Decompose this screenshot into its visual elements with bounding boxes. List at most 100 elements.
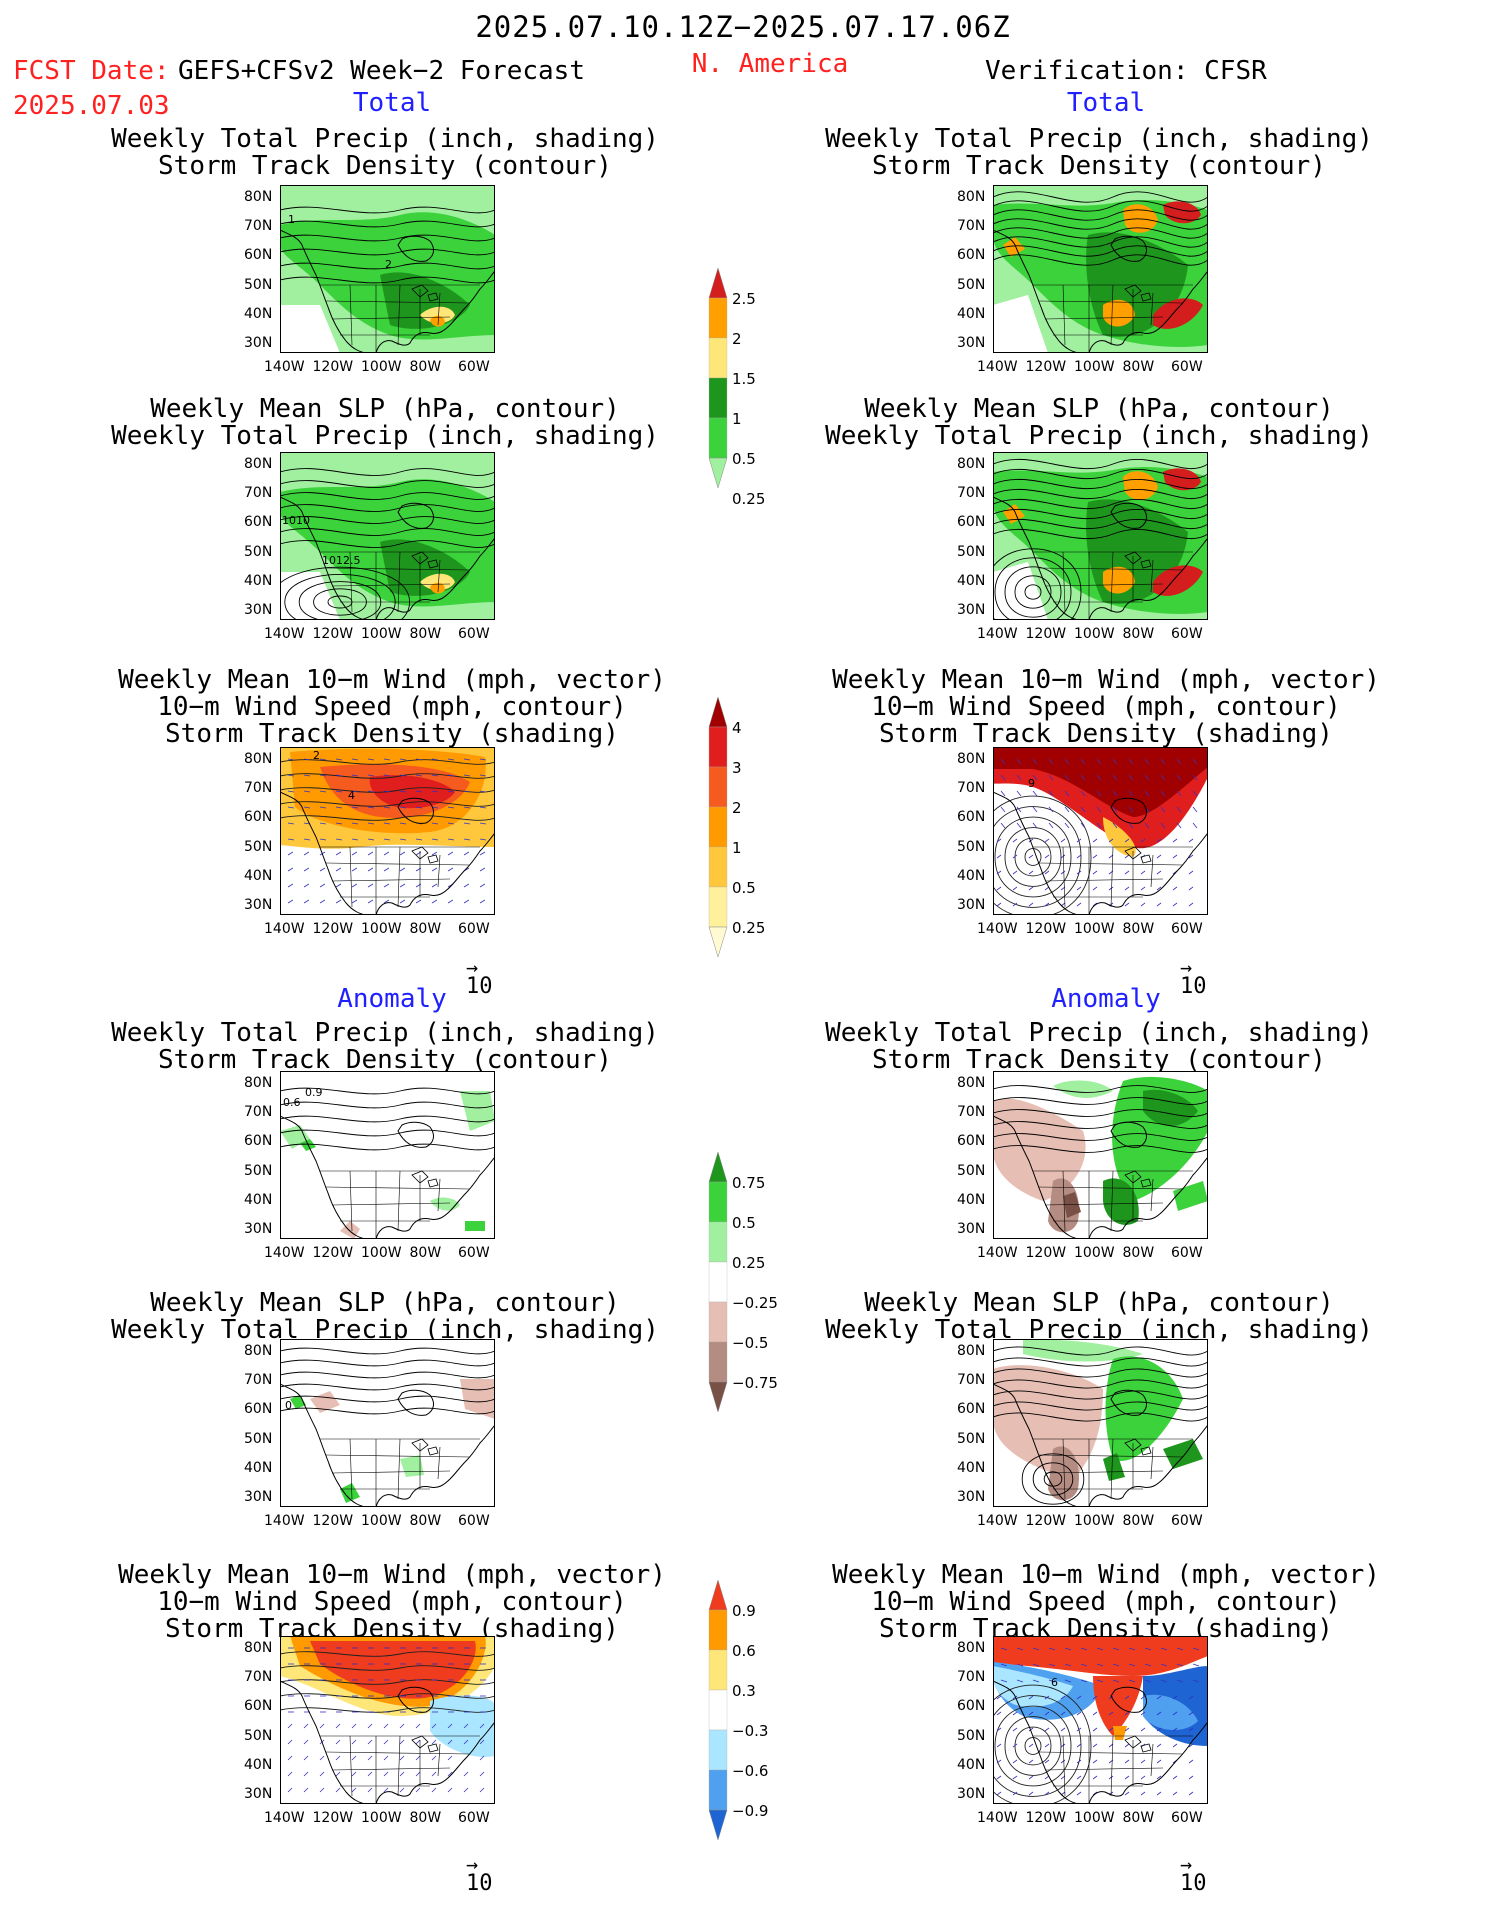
lat-tick-label: 70N [957, 1669, 986, 1686]
wind-vector [383, 822, 391, 825]
wind-vector [319, 883, 326, 888]
cfsr-anomaly-label: Anomaly [1051, 984, 1161, 1014]
contour-line [993, 1684, 1092, 1804]
title-line: Storm Track Density (shading) [879, 719, 1333, 749]
wind-vector [1000, 758, 1006, 765]
shading-region [1053, 1080, 1113, 1098]
map-cfsr-anom-precip [993, 1071, 1208, 1239]
title-line: Weekly Total Precip (inch, shading) [111, 1018, 659, 1048]
hudson-bay-outline [397, 1121, 434, 1148]
map-fcst-anom-slp: 0 [280, 1339, 495, 1507]
state-border [397, 1170, 401, 1232]
lat-tick-label: 50N [957, 1727, 986, 1744]
wind-vector [1044, 870, 1050, 875]
wind-vector [415, 1787, 421, 1793]
colorbar-label: 4 [732, 719, 742, 737]
contour-line [993, 806, 1082, 908]
title-line: Storm Track Density (contour) [158, 151, 612, 181]
wind-vector [1156, 1759, 1162, 1764]
wind-vector [383, 899, 390, 904]
contour-line [280, 248, 495, 256]
wind-vector [1048, 806, 1054, 813]
lat-tick-label: 50N [957, 1162, 986, 1179]
wind-vector [399, 1723, 405, 1729]
contour-line [280, 773, 495, 779]
contour-line [993, 245, 1208, 257]
wind-vector [303, 758, 311, 761]
wind-vector [479, 1723, 485, 1729]
wind-vector [1144, 774, 1150, 781]
wind-vector [367, 899, 374, 904]
wind-vector [1044, 902, 1050, 907]
lat-tick-label: 60N [957, 1401, 986, 1418]
wind-vector [1128, 1663, 1136, 1667]
lon-tick-label: 100W [361, 1810, 402, 1826]
wind-vector [383, 774, 391, 777]
lat-tick-label: 30N [957, 1786, 986, 1802]
shading-region [280, 572, 340, 620]
wind-vector [1000, 1679, 1008, 1683]
lon-tick-label: 80W [409, 359, 442, 375]
wind-vector [1032, 1647, 1040, 1651]
wind-vector [399, 883, 406, 888]
wind-vector [1124, 854, 1130, 859]
title-line: Weekly Total Precip (inch, shading) [825, 421, 1373, 451]
contour-label: 2 [313, 749, 320, 762]
state-border [1062, 846, 1066, 908]
wind-vector [1060, 854, 1066, 859]
wind-vector [1144, 1647, 1152, 1651]
wind-vector [479, 838, 487, 841]
wind-vector [1176, 822, 1182, 829]
coastline [280, 1383, 495, 1507]
wind-vector [335, 838, 343, 841]
title-line: 10−m Wind Speed (mph, contour) [157, 692, 627, 722]
wind-vector [351, 806, 359, 809]
wind-vector [431, 867, 438, 872]
wind-vector [383, 1723, 389, 1729]
wind-vector [463, 851, 470, 856]
lon-tick-label: 80W [409, 626, 442, 642]
contour-line [280, 1395, 495, 1403]
contour-label: 0 [285, 1399, 292, 1412]
wind-vector [1012, 854, 1018, 859]
wind-vector [1192, 758, 1198, 765]
coastline [280, 1115, 495, 1239]
wind-vector [383, 838, 391, 841]
wind-vector [399, 790, 407, 793]
wind-vector [1156, 886, 1162, 891]
lon-tick-label: 120W [1025, 921, 1067, 937]
wind-vector [1144, 1679, 1152, 1683]
great-lakes-outline [1124, 551, 1152, 569]
wind-vector [415, 1755, 421, 1761]
state-border [331, 316, 451, 320]
title-line: Weekly Mean 10−m Wind (mph, vector) [118, 1560, 666, 1590]
wind-vector [479, 1771, 485, 1777]
wind-vector [1172, 854, 1178, 859]
wind-vector [1044, 1759, 1050, 1764]
state-border [331, 878, 451, 882]
shading-region [1105, 1356, 1183, 1461]
wind-vector [335, 1755, 341, 1761]
wind-vector [1160, 806, 1166, 813]
wind-vector [287, 838, 295, 841]
lat-tick-label: 70N [244, 1669, 273, 1686]
wind-vector [447, 758, 455, 761]
vector-ref-value: 10 [466, 974, 493, 999]
lon-tick-label: 100W [1074, 626, 1115, 642]
wind-vector [1096, 822, 1102, 829]
vector-reference-cfsr-total: → 10 [1180, 957, 1207, 999]
title-line: Weekly Mean SLP (hPa, contour) [150, 394, 620, 424]
wind-vector [431, 883, 438, 888]
state-border [349, 1735, 353, 1797]
state-border [1044, 583, 1164, 587]
lon-tick-label: 140W [977, 626, 1018, 642]
wind-vector [431, 899, 438, 904]
wind-vector [1076, 1791, 1082, 1796]
shading-region [1143, 1089, 1198, 1126]
wind-vector [303, 1787, 309, 1793]
wind-vector [1028, 1727, 1034, 1732]
lat-tick-label: 40N [244, 1756, 273, 1773]
contour-line [280, 1347, 495, 1355]
map-fcst-anom-precip-svg: 0.6 0.9 [280, 1071, 495, 1239]
wind-vector [303, 806, 311, 809]
